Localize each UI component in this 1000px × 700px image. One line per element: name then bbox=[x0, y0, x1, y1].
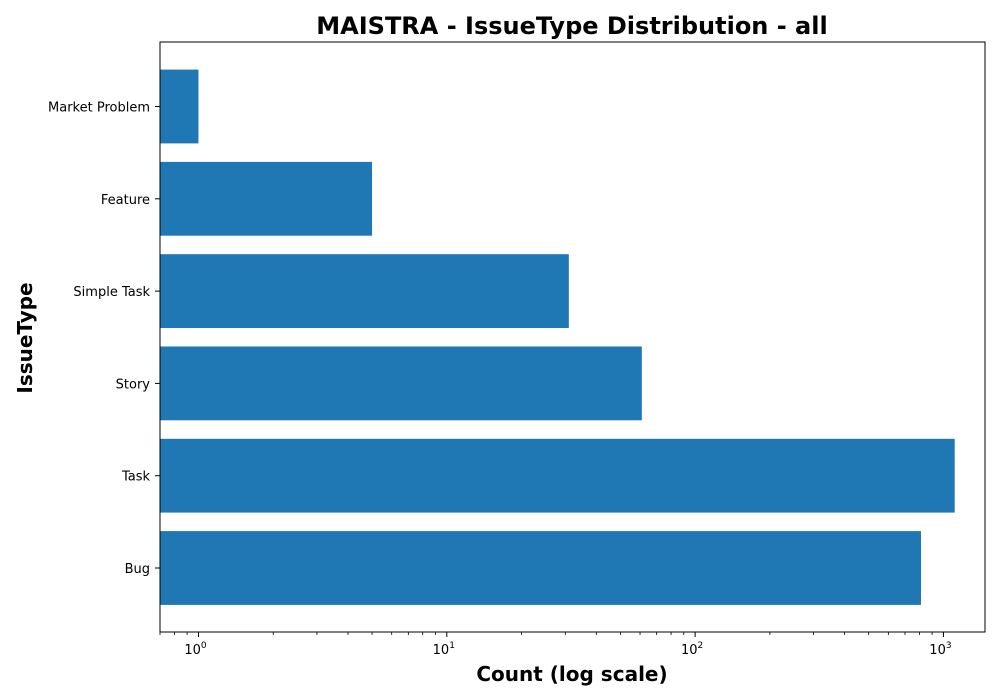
x-tick-label: 102 bbox=[681, 641, 703, 658]
x-axis-title: Count (log scale) bbox=[476, 662, 667, 686]
bar-simple-task bbox=[160, 254, 569, 328]
bar-story bbox=[160, 346, 642, 421]
y-tick-label-simple-task: Simple Task bbox=[73, 285, 150, 300]
bar-bug bbox=[160, 531, 921, 605]
y-axis-title: IssueType bbox=[13, 282, 37, 393]
chart-title: MAISTRA - IssueType Distribution - all bbox=[316, 12, 827, 40]
bars-group bbox=[160, 69, 955, 605]
y-tick-label-task: Task bbox=[121, 470, 151, 485]
x-tick-label: 100 bbox=[184, 641, 207, 658]
bar-feature bbox=[160, 161, 373, 236]
x-tick-label: 103 bbox=[929, 641, 951, 658]
x-tick-label: 101 bbox=[433, 641, 455, 658]
y-tick-label-story: Story bbox=[116, 377, 151, 392]
bar-task bbox=[160, 438, 955, 513]
y-axis-ticks: Bug Task Story Simple Task Feature Market Pro… bbox=[48, 101, 160, 577]
y-tick-label-feature: Feature bbox=[101, 193, 150, 208]
bar-market-problem bbox=[160, 69, 199, 144]
y-tick-label-market-problem: Market Problem bbox=[48, 101, 150, 116]
x-axis-ticks: 100 101 102 103 bbox=[159, 632, 952, 658]
y-tick-label-bug: Bug bbox=[125, 562, 150, 577]
plot-frame bbox=[159, 41, 986, 633]
